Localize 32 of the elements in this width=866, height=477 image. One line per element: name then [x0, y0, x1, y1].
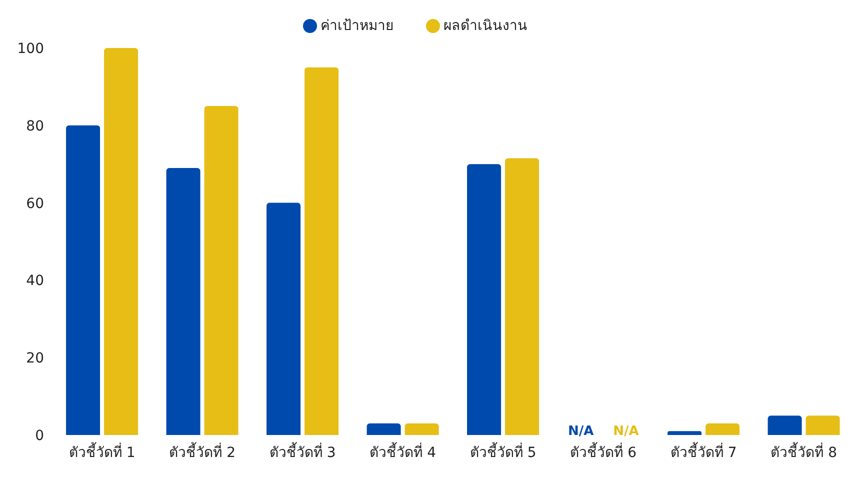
- bar: [204, 106, 238, 435]
- bar: [806, 416, 840, 435]
- text: N/A: [568, 424, 594, 439]
- bar: [467, 164, 502, 435]
- x-tick-label: ตัวชี้วัดที่ 2: [169, 442, 236, 461]
- bar: [104, 48, 138, 435]
- y-tick-label: 60: [26, 196, 44, 212]
- y-tick-label: 40: [26, 273, 44, 290]
- bar: [266, 202, 301, 435]
- x-tick-label: ตัวชี้วัดที่ 8: [770, 442, 838, 461]
- x-tick-label: ตัวชี้วัดที่ 3: [269, 442, 336, 461]
- y-tick-label: 20: [26, 350, 44, 367]
- bar: [668, 431, 702, 435]
- x-tick-label: ตัวชี้วัดที่ 6: [570, 442, 637, 461]
- bar: [304, 67, 339, 435]
- y-tick-label: 80: [26, 118, 44, 134]
- bar: [166, 168, 200, 435]
- bar: [404, 423, 439, 435]
- bar: [768, 416, 802, 435]
- x-tick-label: ตัวชี้วัดที่ 1: [68, 442, 136, 461]
- bar: [505, 158, 540, 435]
- x-tick-label: ตัวชี้วัดที่ 5: [470, 442, 536, 461]
- bar: [366, 423, 401, 435]
- legend-label: ค่าเป้าหมาย: [320, 18, 394, 34]
- bar: [66, 125, 100, 435]
- x-tick-label: ตัวชี้วัดที่ 4: [370, 442, 436, 461]
- bar: [706, 423, 740, 435]
- text: N/A: [613, 424, 639, 439]
- y-tick-label: 100: [17, 40, 44, 57]
- y-tick-label: 0: [35, 428, 44, 444]
- legend-label: ผลดำเนินงาน: [444, 18, 528, 34]
- x-tick-label: ตัวชี้วัดที่ 7: [670, 442, 737, 461]
